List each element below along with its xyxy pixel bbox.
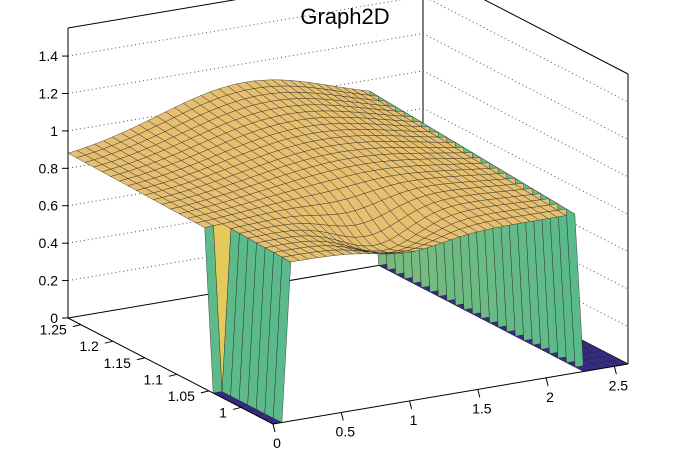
grid-line: [422, 70, 629, 178]
y-tick-label: 1.2: [79, 338, 99, 354]
front-bottom-edge: [272, 363, 629, 425]
y-tick-mark: [104, 340, 113, 344]
y-tick-label: 1.05: [168, 388, 195, 404]
z-tick-label: 0.6: [39, 198, 59, 214]
front-frame: [67, 28, 629, 425]
grid-line: [67, 0, 403, 57]
grid-line: [422, 33, 629, 140]
back-top-edge: [67, 0, 237, 29]
y-tick-mark: [136, 357, 145, 361]
y-tick-mark: [232, 406, 242, 410]
grid-line: [429, 0, 629, 103]
grid-line: [422, 145, 629, 253]
x-tick-mark: [545, 377, 549, 386]
y-axis-ticks: 1 1.05 1.1 1.15 1.2 1.25: [40, 322, 242, 420]
y-tick-mark: [168, 373, 178, 377]
x-tick-label: 1: [410, 412, 418, 428]
x-tick-label: 0: [273, 435, 281, 451]
chart-title: Graph2D: [300, 4, 389, 29]
y-tick-mark: [200, 390, 210, 394]
z-tick-label: 0.8: [39, 160, 59, 176]
z-tick-label: 0: [50, 310, 58, 326]
x-tick-mark: [272, 423, 276, 433]
y-tick-label: 1.25: [40, 322, 67, 338]
x-tick-mark: [409, 400, 413, 410]
left-bottom-edge: [67, 317, 274, 425]
x-tick-label: 1.5: [472, 400, 492, 416]
x-tick-mark: [613, 366, 617, 375]
surface-mesh: [67, 79, 629, 425]
z-tick-label: 0.2: [39, 273, 59, 289]
y-tick-label: 1.1: [143, 371, 163, 387]
x-tick-mark: [340, 412, 344, 421]
y-tick-label: 1.15: [104, 355, 131, 371]
z-tick-label: 1.2: [39, 85, 59, 101]
z-axis-ticks: 0 0.2 0.4 0.6 0.8 1 1.2 1.4: [39, 48, 68, 326]
x-tick-label: 2.5: [609, 377, 629, 393]
z-tick-label: 1.4: [39, 48, 59, 64]
x-axis-ticks: 0 0.5 1 1.5 2 2.5: [272, 366, 629, 451]
z-tick-label: 1: [50, 123, 58, 139]
grid-line: [422, 107, 629, 215]
y-tick-mark: [72, 324, 81, 328]
z-tick-label: 0.4: [39, 235, 59, 251]
x-tick-label: 2: [546, 389, 554, 405]
y-tick-label: 1: [219, 404, 227, 420]
x-tick-label: 0.5: [336, 423, 356, 439]
x-tick-mark: [477, 389, 481, 398]
grid-line: [422, 220, 629, 328]
grid-line: [422, 182, 629, 290]
grid-line: [67, 32, 424, 94]
right-top-edge: [483, 0, 629, 75]
